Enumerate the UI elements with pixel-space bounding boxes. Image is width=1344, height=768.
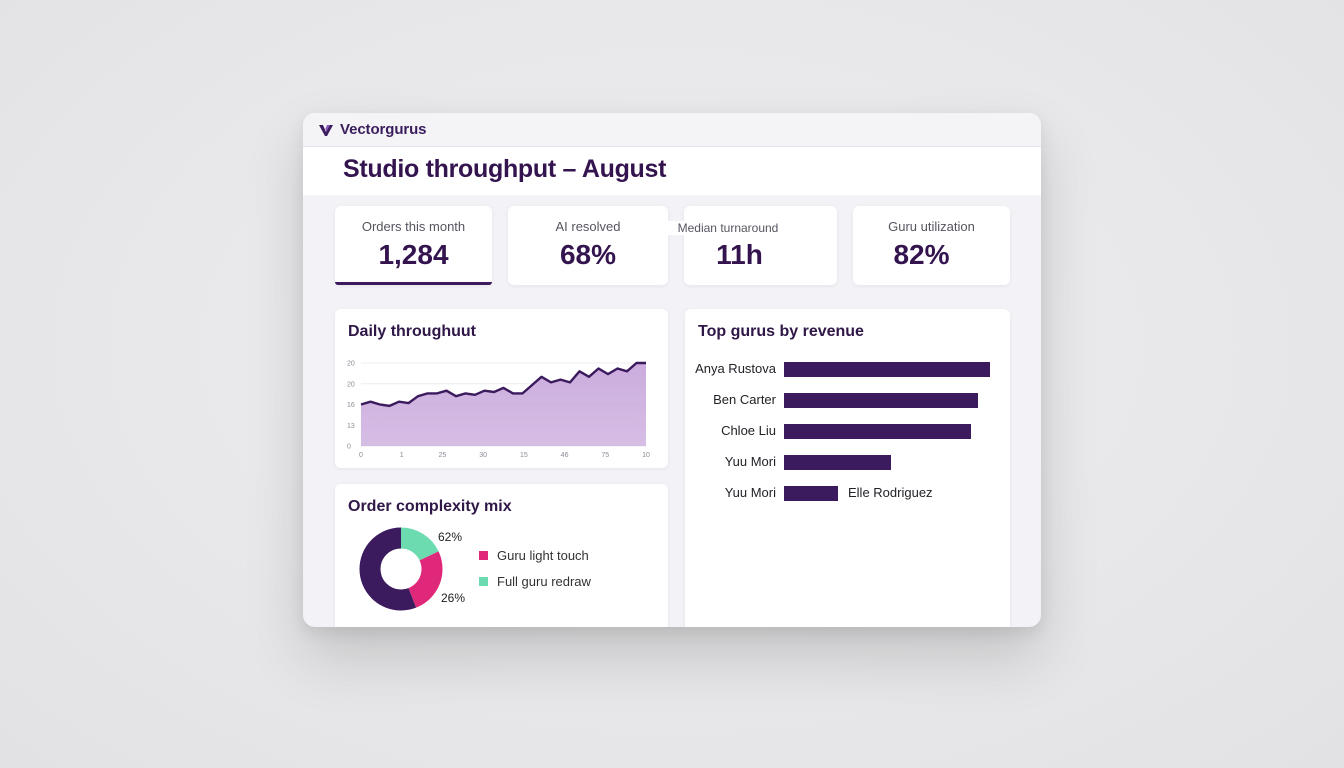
legend-label: Full guru redraw xyxy=(497,574,591,589)
kpi-card-turnaround[interactable]: Median turnaround 11h xyxy=(668,206,837,285)
x-tick-label: 25 xyxy=(439,452,447,459)
kpi-card-utilization[interactable]: Guru utilization 82% xyxy=(853,206,1010,285)
x-tick-label: 10 xyxy=(642,452,650,459)
y-tick-label: 20 xyxy=(347,361,355,368)
v-logo-icon xyxy=(319,124,333,136)
kpi-card-orders[interactable]: Orders this month 1,284 xyxy=(335,206,492,285)
legend-item-full-redraw: Full guru redraw xyxy=(479,574,591,589)
x-tick-label: 0 xyxy=(359,452,363,459)
y-tick-label: 20 xyxy=(347,381,355,388)
x-tick-label: 15 xyxy=(520,452,528,459)
panel-title: Daily throughuut xyxy=(348,323,476,340)
kpi-value: 82% xyxy=(893,239,950,270)
kpi-card-ai-resolved[interactable]: AI resolved 68% xyxy=(508,206,668,285)
series-line xyxy=(360,361,646,408)
daily-throughput-card: Daily throughuut 0 13 16 20 20 0 1 25 30 15 46 75 10 xyxy=(335,309,668,468)
x-tick-label: 30 xyxy=(479,452,487,459)
donut-slice[interactable] xyxy=(359,527,443,611)
kpi-label: AI resolved xyxy=(555,219,621,234)
complexity-mix-card: Order complexity mix 62% 26% Guru light … xyxy=(335,484,668,627)
panel-title: Top gurus by revenue xyxy=(698,323,864,340)
kpi-label: Orders this month xyxy=(361,219,466,234)
legend-swatch xyxy=(479,577,488,586)
y-tick-label: 16 xyxy=(347,402,355,409)
revenue-bar[interactable] xyxy=(784,362,990,377)
revenue-bar[interactable] xyxy=(784,455,892,470)
dashboard-window: Vectorgurus Studio throughput – August O… xyxy=(303,113,1041,627)
kpi-value: 68% xyxy=(559,239,617,270)
legend-swatch xyxy=(479,551,488,560)
donut-label-bottom: 26% xyxy=(441,591,466,605)
guru-bar-chart: Anya Rustova Ben Carter Chloe Liu Yuu Mori Y… xyxy=(685,309,1010,509)
area-fill xyxy=(361,363,646,446)
bar-label: Yuu Mori xyxy=(724,485,776,500)
title-bar: Vectorgurus xyxy=(303,113,1041,147)
active-indicator xyxy=(335,282,492,285)
legend-label: Guru light touch xyxy=(497,548,589,563)
bar-label: Yuu Mori xyxy=(724,454,776,469)
revenue-bar[interactable] xyxy=(784,486,838,501)
daily-throughput-chart: 0 13 16 20 20 0 1 25 30 15 46 75 10 xyxy=(347,361,650,460)
kpi-label: Guru utilization xyxy=(888,219,975,234)
page-title: Studio throughput – August xyxy=(343,155,667,183)
page-header: Studio throughput – August xyxy=(303,147,1041,195)
top-gurus-card: Top gurus by revenue Anya Rustova Ben Car… xyxy=(685,309,1010,627)
panel-title: Order complexity mix xyxy=(348,498,512,515)
donut-slice[interactable] xyxy=(359,527,443,611)
brand-name: Vectorgurus xyxy=(340,121,427,138)
donut-label-top: 62% xyxy=(438,530,463,544)
kpi-label: Median turnaround xyxy=(668,221,788,235)
kpi-value: 1,284 xyxy=(378,239,449,270)
legend-item-light-touch: Guru light touch xyxy=(479,548,589,563)
revenue-bar[interactable] xyxy=(784,424,972,439)
bar-annotation: Elle Rodriguez xyxy=(848,485,933,500)
revenue-bar[interactable] xyxy=(784,393,978,408)
y-tick-label: 0 xyxy=(347,444,351,451)
x-tick-label: 1 xyxy=(400,452,404,459)
bar-label: Ben Carter xyxy=(713,392,776,407)
x-tick-label: 46 xyxy=(561,452,569,459)
bar-label: Anya Rustova xyxy=(695,361,776,376)
x-tick-label: 75 xyxy=(601,452,609,459)
kpi-value: 11h xyxy=(716,239,763,270)
y-tick-label: 13 xyxy=(347,423,355,430)
complexity-donut-chart xyxy=(359,527,443,611)
bar-label: Chloe Liu xyxy=(721,423,776,438)
